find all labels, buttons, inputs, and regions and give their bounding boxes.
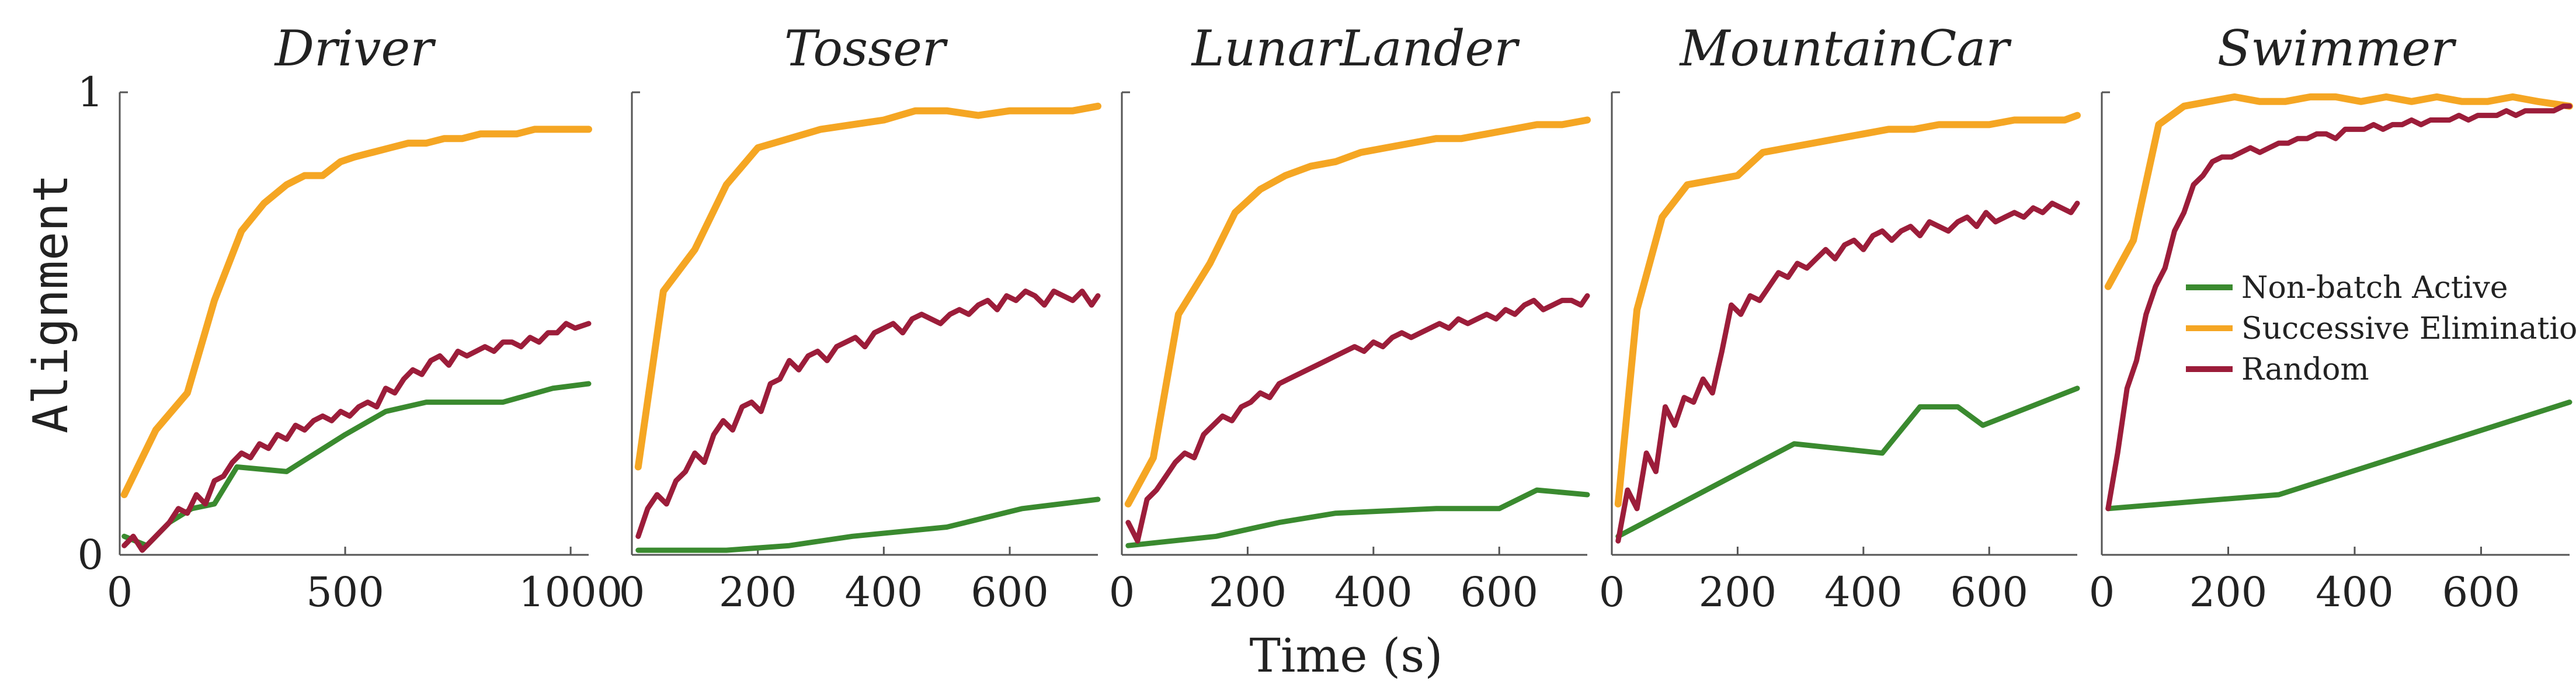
x-tick-label: 400 bbox=[845, 568, 923, 616]
series-line-successive-elimination bbox=[634, 102, 1101, 471]
panel-mountaincar: MountainCar 0 200 400 600 bbox=[1599, 20, 2081, 616]
panel-title: Driver bbox=[274, 20, 437, 77]
panel-lunarlander: LunarLander 0 200 400 600 bbox=[1109, 20, 1591, 616]
series-line-random bbox=[121, 321, 592, 553]
x-tick-label: 600 bbox=[1950, 568, 2028, 616]
panel-title: Tosser bbox=[784, 20, 948, 77]
x-tick-label: 600 bbox=[2442, 568, 2521, 616]
series-line-non-batch-active bbox=[2105, 399, 2572, 512]
y-axis-label: Alignment bbox=[23, 174, 79, 433]
x-axis-label: Time (s) bbox=[1249, 628, 1442, 683]
legend-label-successive-elimination: Successive Elimination bbox=[2241, 311, 2576, 346]
x-tick-label: 200 bbox=[1209, 568, 1287, 616]
series-line-non-batch-active bbox=[1125, 487, 1590, 548]
series-line-successive-elimination bbox=[2104, 93, 2573, 290]
x-tick-label: 200 bbox=[2189, 568, 2268, 616]
x-tick-label: 0 bbox=[107, 568, 133, 616]
y-tick-label: 1 bbox=[77, 68, 103, 116]
x-tick-label: 0 bbox=[619, 568, 645, 616]
x-tick-label: 600 bbox=[971, 568, 1049, 616]
series-line-non-batch-active bbox=[635, 496, 1101, 553]
x-tick-label: 0 bbox=[1109, 568, 1135, 616]
series-line-random bbox=[635, 289, 1101, 539]
series-line-random bbox=[2105, 103, 2572, 512]
x-tick-label: 0 bbox=[1599, 568, 1625, 616]
panel-tosser: Tosser 0 200 400 600 bbox=[619, 20, 1101, 616]
panel-swimmer: Swimmer 0 200 400 600 bbox=[2089, 20, 2573, 616]
series-line-successive-elimination bbox=[1124, 116, 1591, 508]
x-tick-label: 200 bbox=[719, 568, 797, 616]
legend: Non-batch Active Successive Elimination Ra… bbox=[2186, 270, 2576, 387]
series-line-random bbox=[1615, 200, 2080, 544]
x-tick-label: 500 bbox=[306, 568, 384, 616]
series-line-successive-elimination bbox=[120, 126, 592, 498]
x-tick-label: 0 bbox=[2089, 568, 2115, 616]
series-line-successive-elimination bbox=[1614, 112, 2081, 508]
x-tick-label: 200 bbox=[1699, 568, 1777, 616]
x-tick-label: 1000 bbox=[519, 568, 623, 616]
x-tick-label: 400 bbox=[2316, 568, 2394, 616]
x-tick-label: 400 bbox=[1824, 568, 1903, 616]
panel-title: MountainCar bbox=[1678, 20, 2012, 77]
legend-label-non-batch-active: Non-batch Active bbox=[2241, 270, 2508, 305]
series-line-non-batch-active bbox=[1615, 385, 2080, 539]
series-line-random bbox=[1125, 293, 1590, 544]
panel-driver: Driver 0 500 1000 0 1 bbox=[77, 20, 623, 616]
legend-label-random: Random bbox=[2241, 352, 2369, 387]
panel-title: Swimmer bbox=[2217, 20, 2457, 77]
panel-title: LunarLander bbox=[1191, 20, 1521, 77]
x-tick-label: 400 bbox=[1334, 568, 1413, 616]
y-tick-label: 0 bbox=[77, 531, 103, 579]
x-tick-label: 600 bbox=[1460, 568, 1538, 616]
